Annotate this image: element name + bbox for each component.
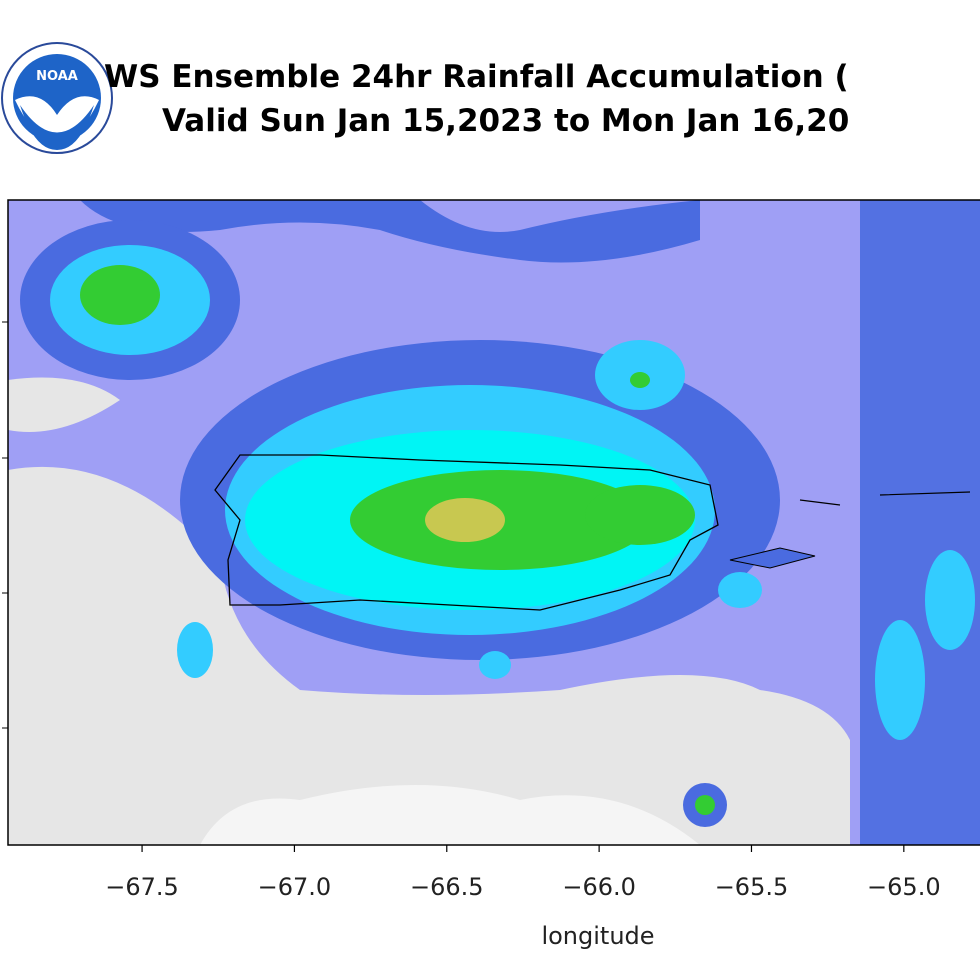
x-axis-label: longitude bbox=[541, 922, 654, 950]
x-tick-label: −65.5 bbox=[715, 873, 789, 901]
logo-text: NOAA bbox=[36, 69, 78, 84]
y-axis-ticks bbox=[2, 321, 8, 729]
x-tick-label: −66.5 bbox=[410, 873, 484, 901]
x-tick-label: −67.0 bbox=[258, 873, 332, 901]
plot-frame bbox=[7, 199, 980, 846]
rainfall-field bbox=[8, 200, 980, 845]
title-line: Valid Sun Jan 15,2023 to Mon Jan 16,20 bbox=[162, 103, 849, 139]
x-tick-label: −66.0 bbox=[562, 873, 636, 901]
x-tick-label: −67.5 bbox=[105, 873, 179, 901]
x-tick-label: −65.0 bbox=[867, 873, 941, 901]
noaa-logo: NOAA bbox=[1, 42, 113, 154]
title-line: WS Ensemble 24hr Rainfall Accumulation ( bbox=[104, 59, 849, 95]
